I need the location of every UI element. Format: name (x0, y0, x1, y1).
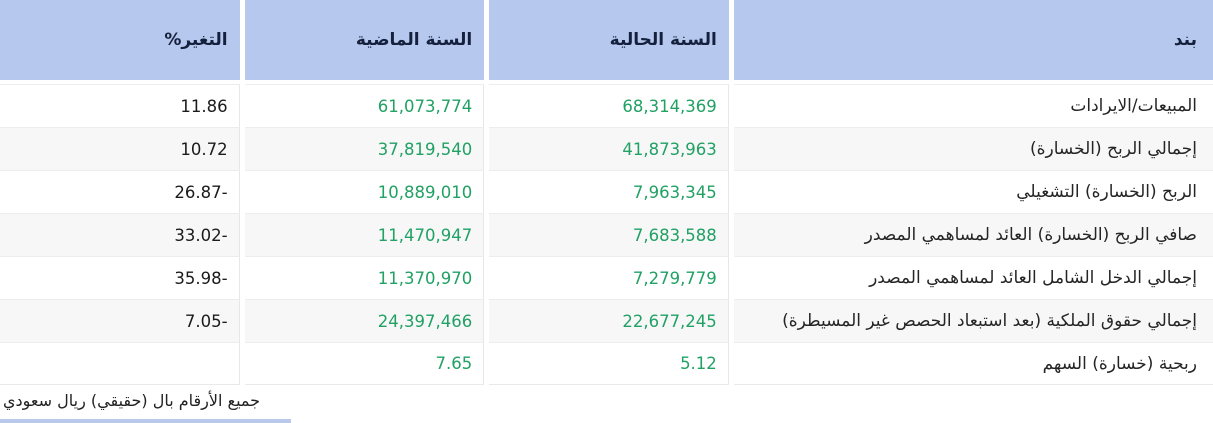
previous-year-value: 11,470,947 (244, 213, 485, 256)
change-pct-value (0, 342, 240, 385)
currency-footnote: جميع الأرقام بال (حقيقي) ريال سعودي (3, 391, 261, 410)
change-pct-value: 7.05- (0, 299, 240, 342)
table-header: بند السنة الحالية السنة الماضية التغير% (0, 0, 1213, 84)
row-item-label: إجمالي الربح (الخسارة) (733, 127, 1213, 170)
row-item-label: الربح (الخسارة) التشغيلي (733, 170, 1213, 213)
previous-year-value: 37,819,540 (244, 127, 485, 170)
previous-year-value: 10,889,010 (244, 170, 485, 213)
table-row: صافي الربح (الخسارة) العائد لمساهمي المص… (0, 213, 1213, 256)
column-header-current-year: السنة الحالية (489, 0, 729, 84)
current-year-value: 41,873,963 (489, 127, 729, 170)
current-year-value: 5.12 (489, 342, 729, 385)
change-pct-value: 26.87- (0, 170, 240, 213)
current-year-value: 68,314,369 (489, 84, 729, 127)
row-item-label: صافي الربح (الخسارة) العائد لمساهمي المص… (733, 213, 1213, 256)
change-pct-value: 11.86 (0, 84, 240, 127)
previous-year-value: 61,073,774 (244, 84, 485, 127)
row-item-label: ربحية (خسارة) السهم (733, 342, 1213, 385)
current-year-value: 7,963,345 (489, 170, 729, 213)
table-row: إجمالي الربح (الخسارة) 41,873,963 37,819… (0, 127, 1213, 170)
current-year-value: 7,279,779 (489, 256, 729, 299)
table-header-row: بند السنة الحالية السنة الماضية التغير% (0, 0, 1213, 84)
column-header-previous-year: السنة الماضية (244, 0, 485, 84)
table-row: المبيعات/الايرادات 68,314,369 61,073,774… (0, 84, 1213, 127)
table-row: إجمالي حقوق الملكية (بعد استبعاد الحصص غ… (0, 299, 1213, 342)
financial-statements-table: بند السنة الحالية السنة الماضية التغير% … (0, 0, 1213, 385)
row-item-label: إجمالي الدخل الشامل العائد لمساهمي المصد… (733, 256, 1213, 299)
row-item-label: إجمالي حقوق الملكية (بعد استبعاد الحصص غ… (733, 299, 1213, 342)
change-pct-value: 33.02- (0, 213, 240, 256)
row-item-label: المبيعات/الايرادات (733, 84, 1213, 127)
previous-year-value: 7.65 (244, 342, 485, 385)
current-year-value: 22,677,245 (489, 299, 729, 342)
change-pct-value: 10.72 (0, 127, 240, 170)
next-section-top-edge (0, 419, 291, 423)
previous-year-value: 11,370,970 (244, 256, 485, 299)
previous-year-value: 24,397,466 (244, 299, 485, 342)
table-row: ربحية (خسارة) السهم 5.12 7.65 (0, 342, 1213, 385)
change-pct-value: 35.98- (0, 256, 240, 299)
table-body: المبيعات/الايرادات 68,314,369 61,073,774… (0, 84, 1213, 385)
column-header-change-pct: التغير% (0, 0, 240, 84)
table-row: إجمالي الدخل الشامل العائد لمساهمي المصد… (0, 256, 1213, 299)
column-header-item: بند (733, 0, 1213, 84)
current-year-value: 7,683,588 (489, 213, 729, 256)
table-row: الربح (الخسارة) التشغيلي 7,963,345 10,88… (0, 170, 1213, 213)
